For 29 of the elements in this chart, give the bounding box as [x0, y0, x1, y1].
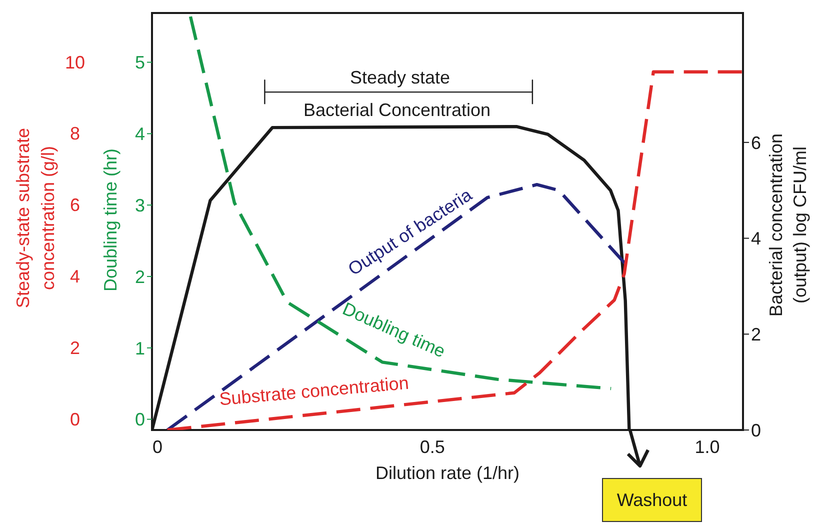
y-tick-label: 10: [64, 52, 86, 72]
y3-axis-title: Bacterial concentration (output) log CFU/ml: [765, 132, 811, 319]
y-tick-label: 2: [70, 338, 80, 358]
y2-tick-label: 5: [134, 52, 145, 73]
y2-tick-label: 2: [134, 266, 145, 287]
y2-axis-title: Doubling time (hr): [100, 148, 122, 292]
y-tick-label: 4: [70, 266, 80, 287]
annotation: Steady state: [350, 68, 450, 88]
x-tick-label: 1.0: [694, 436, 720, 457]
y3-tick-label: 4: [751, 228, 762, 249]
y3-tick-label: 6: [751, 132, 762, 153]
line-series: [166, 70, 743, 430]
text: Washout: [602, 478, 702, 522]
x-axis-title: Dilution rate (1/hr): [375, 462, 520, 483]
series-label: Bacterial Concentration: [302, 100, 492, 120]
y-axis-title: Steady-state substrate concentration (g/l): [12, 126, 59, 310]
y-tick-label: 6: [70, 195, 80, 216]
x-tick-label: 0: [152, 436, 163, 457]
y2-tick-label: 4: [134, 124, 145, 144]
line-series: [166, 182, 626, 430]
y2-tick-label: 3: [134, 195, 145, 216]
y3-tick-label: 0: [751, 420, 762, 440]
series-label: Substrate concentration: [217, 372, 411, 410]
x-tick-label: 0.5: [420, 436, 445, 457]
y-tick-label: 8: [70, 124, 80, 144]
y2-tick-label: 0: [134, 410, 145, 430]
y3-tick-label: 2: [751, 324, 762, 345]
y-tick-label: 0: [70, 409, 80, 430]
y2-tick-label: 1: [134, 338, 145, 358]
